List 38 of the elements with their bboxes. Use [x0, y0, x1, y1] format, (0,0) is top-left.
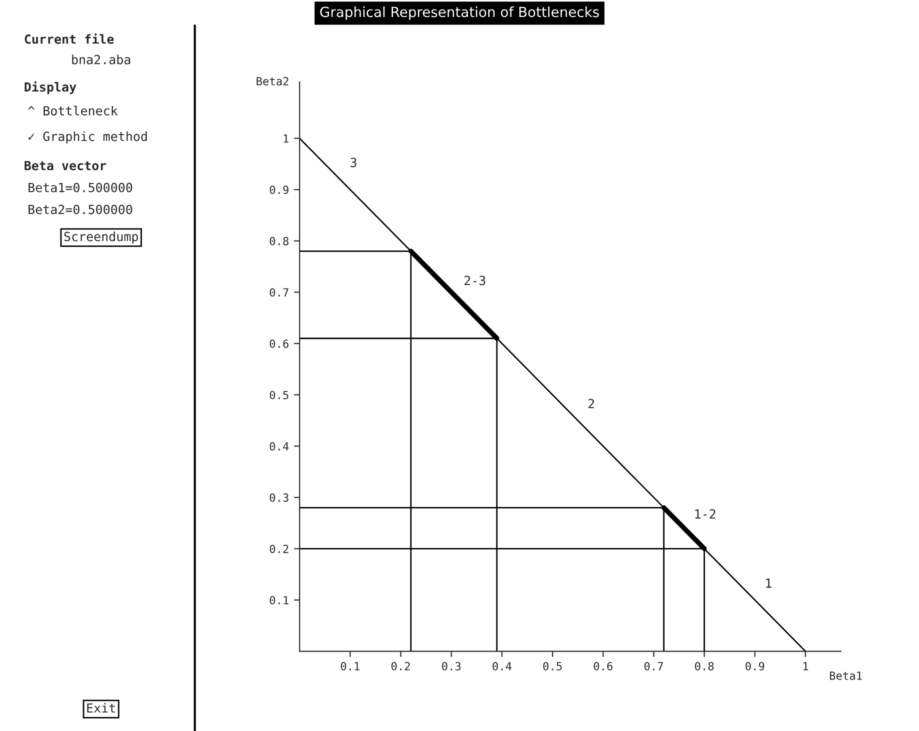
- text: Current file: [24, 33, 114, 44]
- annotation: 2: [588, 398, 594, 408]
- x-tick-label: 0.6: [594, 662, 612, 670]
- text: Exit: [87, 703, 115, 713]
- text: Beta1=0.500000: [28, 182, 132, 192]
- y-tick-label: 0.6: [270, 340, 288, 348]
- x-tick-label: 0.1: [340, 662, 360, 670]
- series-label: 1-2: [695, 509, 716, 518]
- y-tick-label: 0.1: [270, 596, 288, 604]
- text: bna2.aba: [72, 54, 130, 64]
- y-tick-label: 0.2: [270, 544, 288, 554]
- series-label: 2-3: [464, 276, 486, 286]
- y-tick-label: 0.7: [270, 288, 288, 297]
- x-axis-title: Beta1: [830, 672, 862, 680]
- x-tick-label: 0.4: [492, 662, 512, 670]
- text: Display: [24, 81, 76, 94]
- text: ✓ Graphic method: [28, 131, 147, 144]
- x-tick-label: 0.9: [746, 662, 764, 670]
- x-tick-label: 1: [803, 662, 808, 670]
- y-axis-title: Beta2: [256, 77, 288, 86]
- y-tick-label: 1: [284, 134, 288, 143]
- text: Beta vector: [24, 160, 106, 170]
- x-tick-label: 0.5: [543, 662, 562, 670]
- y-tick-label: 0.3: [270, 493, 288, 502]
- y-tick-label: 0.8: [270, 236, 288, 246]
- y-tick-label: 0.4: [270, 442, 289, 451]
- x-tick-label: 0.7: [644, 662, 663, 670]
- chart-title: Graphical Representation of Bottlenecks: [320, 6, 599, 20]
- annotation: 1: [766, 578, 772, 588]
- x-tick-label: 0.3: [442, 662, 461, 670]
- x-tick-label: 0.8: [694, 662, 714, 670]
- text: Screendump: [64, 232, 138, 244]
- x-tick-label: 0.2: [391, 662, 410, 670]
- text: ^ Bottleneck: [28, 106, 118, 116]
- annotation: 3: [350, 158, 356, 168]
- text: Beta2=0.500000: [28, 204, 132, 214]
- y-tick-label: 0.5: [270, 390, 288, 400]
- y-tick-label: 0.9: [270, 186, 288, 194]
